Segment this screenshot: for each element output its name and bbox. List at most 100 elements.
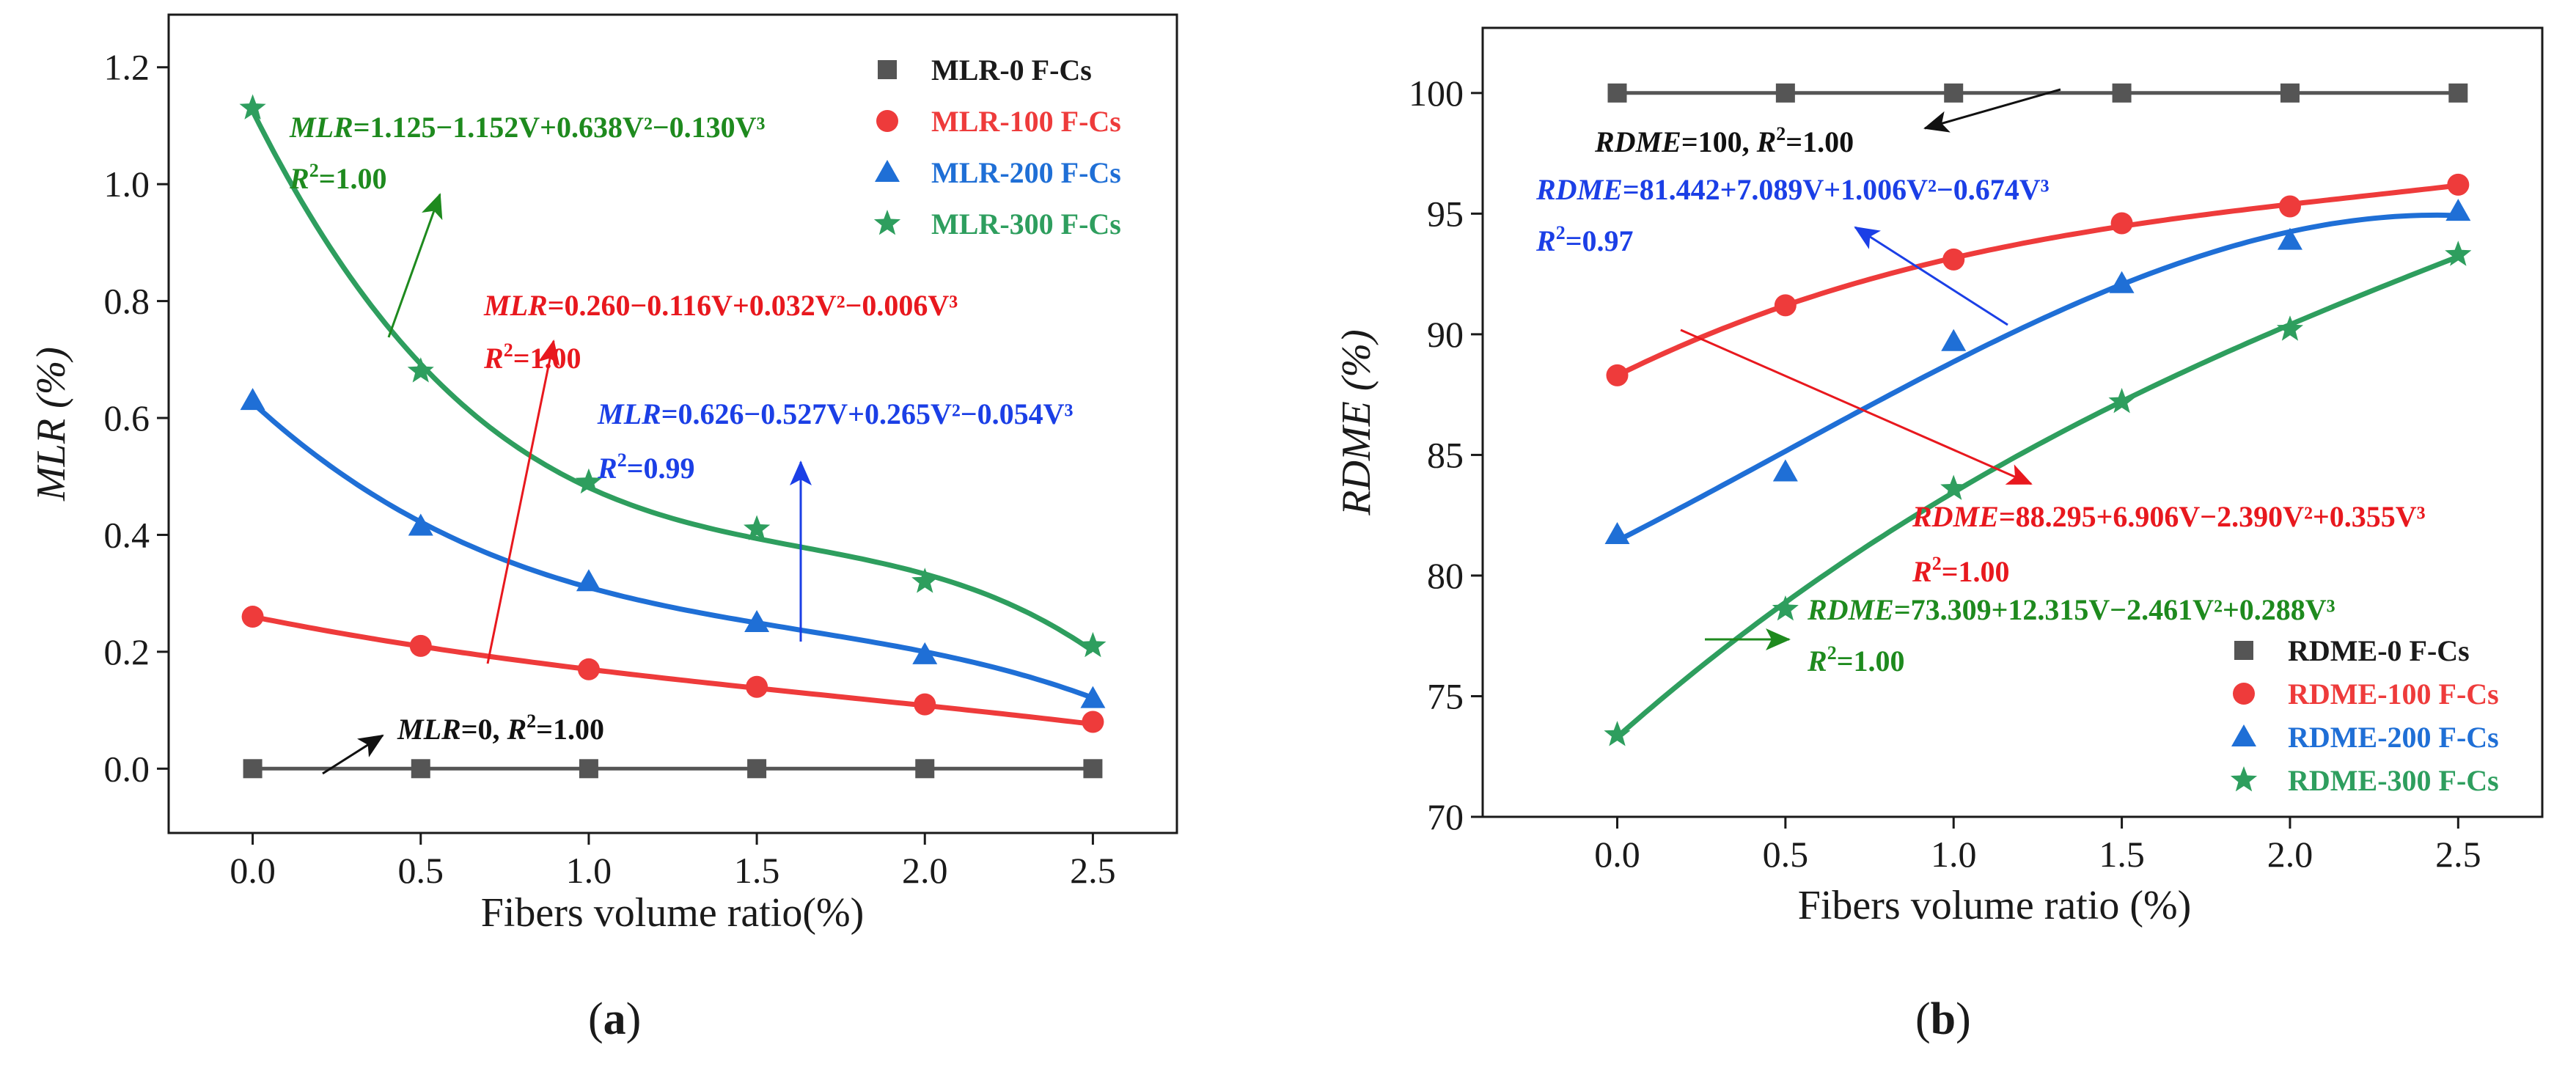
x-tick-label: 1.0: [1931, 834, 1977, 875]
annotation-arrow-rdme-200: [1854, 226, 2008, 326]
x-axis-label-a: Fibers volume ratio(%): [481, 890, 865, 936]
data-point-rdme-0-f-cs: [2448, 83, 2468, 103]
annotation-equation-mlr-200: MLR=0.626−0.527V+0.265V²−0.054V³: [597, 397, 1074, 430]
legend-entry: MLR-100 F-Cs: [931, 105, 1121, 138]
panel-label-b: (b): [1915, 994, 1971, 1044]
fit-line-mlr-100-f-cs: [252, 614, 1093, 727]
plot-frame-b: [1481, 26, 2544, 818]
data-point-mlr-200-f-cs: [744, 610, 770, 633]
annotation-equation-mlr-300: MLR=1.125−1.152V+0.638V²−0.130V³: [289, 111, 766, 144]
x-axis-ticks-a: 0.0 0.5 1.0 1.5 2.0 2.5: [230, 833, 1116, 891]
y-tick-label: 1.2: [104, 47, 150, 88]
data-point-mlr-100-f-cs: [241, 606, 264, 628]
annotation-mlr-0: MLR=0, R2=1.00: [322, 711, 604, 775]
data-point-mlr-0-f-cs: [1083, 759, 1103, 779]
y-axis-ticks-b: 70 75 80 85 90 95 100: [1409, 73, 1483, 837]
data-point-rdme-200-f-cs: [1941, 328, 1967, 351]
data-point-mlr-0-f-cs: [243, 759, 263, 779]
data-point-rdme-100-f-cs: [2278, 195, 2301, 218]
data-point-mlr-300-f-cs: [575, 468, 602, 494]
data-point-mlr-300-f-cs: [744, 515, 771, 540]
data-points-b: [1604, 83, 2472, 746]
legend-entry: MLR-300 F-Cs: [931, 208, 1121, 241]
legend-entry: RDME-100 F-Cs: [2288, 678, 2499, 711]
data-point-mlr-300-f-cs: [1079, 631, 1107, 658]
legend-entry: RDME-300 F-Cs: [2288, 764, 2499, 797]
chart-mlr: 0.0 0.5 1.0 1.5 2.0 2.5 0.0 0.2 0.4 0.6 0.8 1.0 1.2…: [29, 13, 1178, 1044]
annotation-r2-rdme-100: R2=1.00: [1912, 553, 2009, 588]
data-point-mlr-200-f-cs: [1080, 686, 1106, 708]
y-tick-label: 75: [1427, 675, 1464, 716]
y-tick-label: 85: [1427, 434, 1464, 475]
data-point-rdme-300-f-cs: [2445, 241, 2472, 266]
data-point-rdme-100-f-cs: [1942, 248, 1965, 271]
annotation-arrow-mlr-100: [486, 339, 560, 664]
fit-line-rdme-200-f-cs: [1615, 212, 2459, 543]
annotation-equation-mlr-100: MLR=0.260−0.116V+0.032V²−0.006V³: [483, 289, 958, 322]
data-point-rdme-200-f-cs: [2277, 227, 2302, 250]
y-tick-label: 80: [1427, 555, 1464, 596]
legend-entry: RDME-0 F-Cs: [2288, 634, 2470, 667]
legend-a: MLR-0 F-Cs MLR-100 F-Cs MLR-200 F-Cs MLR-30…: [873, 54, 1121, 241]
data-point-rdme-0-f-cs: [1944, 83, 1964, 103]
data-points-a: [239, 94, 1107, 779]
data-point-mlr-100-f-cs: [1082, 711, 1104, 733]
y-tick-label: 0.4: [104, 514, 150, 555]
legend-entry: MLR-200 F-Cs: [931, 156, 1121, 189]
data-point-mlr-0-f-cs: [915, 759, 935, 779]
x-tick-label: 2.0: [2267, 834, 2313, 875]
data-point-rdme-0-f-cs: [2280, 83, 2300, 103]
fit-line-mlr-300-f-cs: [250, 109, 1095, 653]
data-point-mlr-0-f-cs: [747, 759, 767, 779]
data-point-mlr-300-f-cs: [911, 568, 939, 593]
annotation-equation-mlr-0: MLR=0, R2=1.00: [397, 711, 604, 746]
data-point-rdme-100-f-cs: [1774, 294, 1797, 317]
data-point-rdme-300-f-cs: [2108, 388, 2135, 414]
data-point-mlr-200-f-cs: [240, 388, 265, 411]
data-point-rdme-100-f-cs: [1606, 364, 1629, 386]
y-axis-label-a: MLR (%): [29, 347, 74, 502]
data-point-mlr-200-f-cs: [576, 569, 601, 592]
fit-line-mlr-200-f-cs: [251, 400, 1094, 701]
data-point-rdme-200-f-cs: [2109, 271, 2135, 293]
annotation-r2-rdme-300: R2=1.00: [1807, 642, 1904, 678]
fit-curves-a: [250, 109, 1095, 771]
x-tick-label: 1.0: [566, 850, 612, 891]
legend-b: RDME-0 F-Cs RDME-100 F-Cs RDME-200 F-Cs RDM…: [2230, 634, 2499, 797]
fit-line-rdme-300-f-cs: [1615, 254, 2459, 739]
y-axis-ticks-a: 0.0 0.2 0.4 0.6 0.8 1.0 1.2: [104, 47, 169, 789]
data-point-mlr-0-f-cs: [579, 759, 598, 779]
data-point-rdme-0-f-cs: [1607, 83, 1627, 103]
panel-label-a: (a): [588, 994, 641, 1044]
annotation-equation-rdme-100: RDME=88.295+6.906V−2.390V²+0.355V³: [1912, 500, 2426, 533]
legend-marker: [878, 60, 897, 79]
annotation-rdme-0: RDME=100, R2=1.00: [1594, 88, 2061, 158]
x-tick-label: 0.0: [230, 850, 276, 891]
data-point-mlr-100-f-cs: [409, 634, 432, 657]
x-tick-label: 0.5: [398, 850, 444, 891]
annotation-mlr-100: MLR=0.260−0.116V+0.032V²−0.006V³ R2=1.00: [483, 289, 958, 664]
annotation-r2-mlr-200: R2=0.99: [597, 449, 694, 485]
data-point-mlr-300-f-cs: [407, 357, 434, 383]
y-tick-label: 95: [1427, 193, 1464, 234]
data-point-rdme-300-f-cs: [1604, 721, 1631, 746]
data-point-rdme-200-f-cs: [2445, 199, 2471, 221]
annotation-r2-mlr-300: R2=1.00: [289, 160, 386, 195]
y-tick-label: 90: [1427, 314, 1464, 355]
chart-rdme: 0.0 0.5 1.0 1.5 2.0 2.5 70 75 80 85 90 95 100 Fiber…: [1334, 26, 2544, 1044]
data-point-rdme-300-f-cs: [1772, 595, 1799, 621]
x-axis-ticks-b: 0.0 0.5 1.0 1.5 2.0 2.5: [1594, 817, 2481, 875]
data-point-mlr-100-f-cs: [746, 675, 768, 698]
y-tick-label: 70: [1427, 796, 1464, 837]
data-point-mlr-100-f-cs: [914, 693, 936, 716]
annotation-rdme-300: RDME=73.309+12.315V−2.461V²+0.288V³ R2=1…: [1705, 593, 2335, 678]
annotation-r2-rdme-200: R2=0.97: [1535, 222, 1633, 257]
legend-entry: MLR-0 F-Cs: [931, 54, 1092, 87]
data-point-mlr-100-f-cs: [577, 658, 600, 680]
legend-marker: [2234, 641, 2253, 660]
legend-marker: [2230, 766, 2258, 792]
data-point-rdme-0-f-cs: [1775, 83, 1795, 103]
legend-marker: [873, 210, 901, 235]
